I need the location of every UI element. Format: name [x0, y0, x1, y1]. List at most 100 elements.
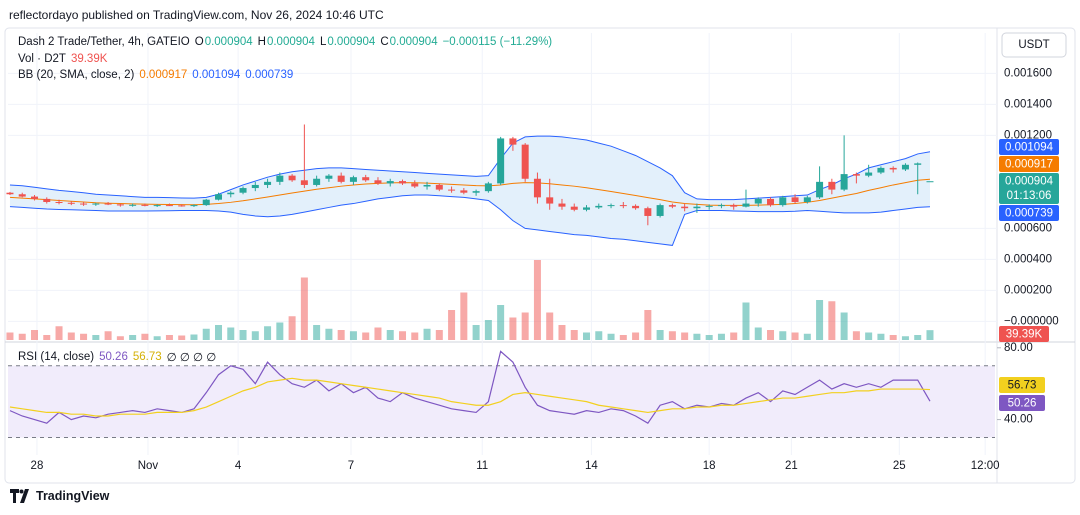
- candle-body: [239, 188, 247, 193]
- candle-body: [472, 191, 480, 193]
- basis-price: 0.000917: [1005, 159, 1053, 171]
- plot: [6, 124, 934, 424]
- candle-body: [129, 204, 137, 206]
- candle-body: [914, 163, 922, 165]
- y-tick-label: −0.000000: [1004, 315, 1059, 327]
- candle-body: [644, 208, 652, 216]
- volume-bar: [472, 325, 480, 340]
- symbol-legend: Dash 2 Trade/Tether, 4h, GATEIO O 0.00090…: [18, 36, 552, 48]
- volume-value: 39.39K: [1006, 329, 1043, 341]
- x-tick-label: 4: [235, 460, 242, 472]
- candle-body: [533, 178, 541, 198]
- volume-bar: [521, 312, 529, 340]
- volume-bar: [926, 330, 934, 340]
- candle-body: [730, 205, 738, 207]
- x-tick-label: 11: [476, 460, 488, 472]
- volume-bar: [570, 330, 578, 340]
- candle-body: [460, 190, 468, 193]
- candle-body: [509, 138, 517, 145]
- volume-bar: [767, 330, 775, 340]
- candle-body: [595, 205, 603, 208]
- c-value: 0.000904: [389, 36, 438, 48]
- candle-body: [300, 180, 308, 185]
- volume-bar: [202, 328, 210, 340]
- upper-band-price: 0.001094: [1005, 142, 1054, 154]
- rsi-tick-label: 40.00: [1004, 414, 1033, 426]
- volume-bar: [423, 328, 431, 340]
- candle-body: [30, 196, 38, 199]
- x-tick-label: 7: [348, 460, 354, 472]
- candle-body: [742, 203, 750, 207]
- candle-body: [43, 198, 51, 203]
- volume-bar: [141, 333, 149, 340]
- volume-title[interactable]: Vol · D2T: [18, 53, 66, 65]
- candle-body: [840, 174, 848, 190]
- symbol-title[interactable]: Dash 2 Trade/Tether, 4h, GATEIO: [18, 36, 190, 48]
- volume-bar: [484, 320, 492, 340]
- currency-button[interactable]: [1001, 32, 1067, 58]
- candle-body: [717, 205, 725, 207]
- candle-body: [497, 138, 505, 184]
- volume-bar: [865, 332, 873, 340]
- candle-body: [116, 204, 124, 206]
- rsi-placeholders: ∅ ∅ ∅ ∅: [166, 352, 217, 364]
- volume-bar: [227, 327, 235, 340]
- x-tick-label: 21: [785, 460, 798, 472]
- countdown: 01:13:06: [1007, 190, 1052, 202]
- volume-bar: [190, 334, 198, 340]
- volume-bar: [803, 333, 811, 340]
- candle-body: [67, 202, 75, 204]
- upper-band-tag: [999, 139, 1059, 155]
- rsi-line: [9, 350, 931, 424]
- volume-bar: [435, 330, 443, 340]
- candle-body: [484, 183, 492, 192]
- candle-body: [190, 205, 198, 207]
- candle-body: [656, 205, 664, 216]
- volume-bar: [840, 312, 848, 340]
- volume-bar: [448, 310, 456, 340]
- last-price-tag: [999, 173, 1059, 204]
- candle-body: [92, 203, 100, 205]
- bb-title[interactable]: BB (20, SMA, close, 2): [18, 69, 135, 81]
- bb-lower-value: 0.000739: [245, 69, 294, 81]
- h-label: H: [257, 36, 266, 48]
- rsi-title[interactable]: RSI (14, close): [18, 351, 95, 363]
- volume-bar: [43, 335, 51, 340]
- volume-bar: [828, 301, 836, 340]
- volume-bar: [67, 332, 75, 340]
- candle-body: [202, 199, 210, 206]
- volume-bar: [546, 312, 554, 340]
- volume-bar: [399, 331, 407, 340]
- candle-body: [251, 184, 259, 189]
- rsi-ma-tag: [999, 377, 1045, 393]
- volume-bar: [362, 332, 370, 340]
- rsi-ma-legend-value: 56.73: [132, 351, 162, 363]
- h-value: 0.000904: [266, 36, 315, 48]
- axis: −0.000000 0.000200 0.000400 0.000600 0.00120…: [31, 32, 1067, 472]
- rsi-value: 50.26: [1008, 398, 1037, 410]
- candle-body: [693, 206, 701, 209]
- y-tick-label: 0.001400: [1004, 98, 1052, 110]
- volume-bar: [165, 335, 173, 340]
- volume-bar: [595, 331, 603, 340]
- volume-bar: [251, 331, 259, 340]
- volume-bar: [349, 331, 357, 340]
- volume-bar: [497, 305, 505, 340]
- candle-body: [6, 192, 14, 195]
- volume-bar: [889, 335, 897, 340]
- volume-bar: [313, 325, 321, 340]
- volume-bar: [55, 326, 63, 340]
- candle-body: [705, 205, 713, 207]
- volume-bar: [730, 332, 738, 340]
- volume-bar: [852, 331, 860, 340]
- x-tick-label: 12:00: [971, 460, 1000, 472]
- volume-bar: [374, 327, 382, 340]
- candle-body: [411, 183, 419, 187]
- volume-bar: [705, 335, 713, 340]
- candle-body: [288, 175, 296, 181]
- candle-body: [386, 181, 394, 184]
- last-price: 0.000904: [1005, 176, 1054, 188]
- bb-lower: [9, 194, 931, 246]
- volume-bar: [460, 292, 468, 340]
- volume-tag: [999, 326, 1049, 342]
